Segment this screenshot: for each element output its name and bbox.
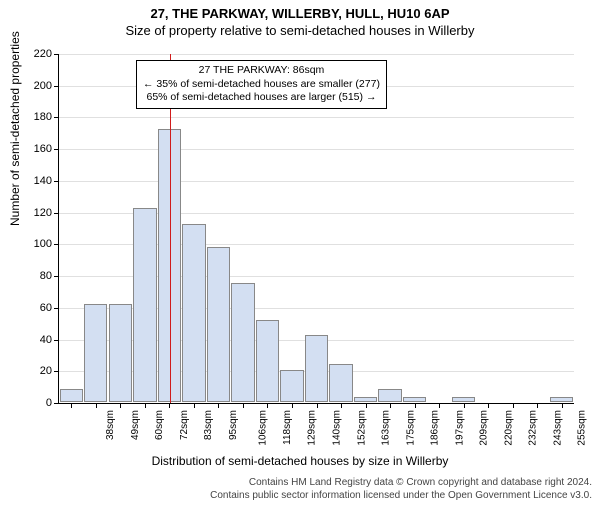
- xtick-mark: [218, 403, 219, 408]
- xtick-mark: [513, 403, 514, 408]
- ytick-mark: [54, 244, 59, 245]
- histogram-bar: [280, 370, 303, 402]
- annotation-line1: 27 THE PARKWAY: 86sqm: [143, 64, 380, 78]
- chart-title-sub: Size of property relative to semi-detach…: [0, 23, 600, 38]
- ytick-mark: [54, 54, 59, 55]
- ytick-mark: [54, 340, 59, 341]
- xtick-mark: [120, 403, 121, 408]
- xtick-mark: [537, 403, 538, 408]
- xtick-mark: [341, 403, 342, 408]
- ytick-mark: [54, 181, 59, 182]
- gridline: [59, 181, 574, 182]
- gridline: [59, 117, 574, 118]
- xtick-label: 72sqm: [179, 410, 190, 440]
- ytick-mark: [54, 117, 59, 118]
- histogram-bar: [354, 397, 377, 402]
- ytick-label: 100: [20, 238, 52, 250]
- annotation-line3: 65% of semi-detached houses are larger (…: [143, 91, 380, 105]
- x-axis-label: Distribution of semi-detached houses by …: [0, 454, 600, 468]
- y-axis-label: Number of semi-detached properties: [8, 31, 22, 226]
- footer-attribution: Contains HM Land Registry data © Crown c…: [210, 477, 592, 502]
- ytick-label: 80: [20, 270, 52, 282]
- xtick-mark: [169, 403, 170, 408]
- histogram-bar: [182, 224, 205, 402]
- xtick-mark: [366, 403, 367, 408]
- gridline: [59, 149, 574, 150]
- histogram-bar: [305, 335, 328, 402]
- xtick-mark: [145, 403, 146, 408]
- ytick-label: 40: [20, 334, 52, 346]
- chart-area: 38sqm49sqm60sqm72sqm83sqm95sqm106sqm118s…: [58, 54, 574, 404]
- histogram-bar: [452, 397, 475, 402]
- ytick-mark: [54, 403, 59, 404]
- ytick-mark: [54, 371, 59, 372]
- xtick-label: 38sqm: [105, 410, 116, 440]
- xtick-label: 95sqm: [228, 410, 239, 440]
- ytick-mark: [54, 213, 59, 214]
- ytick-label: 200: [20, 80, 52, 92]
- xtick-label: 175sqm: [405, 410, 416, 446]
- xtick-mark: [267, 403, 268, 408]
- xtick-label: 140sqm: [332, 410, 343, 446]
- ytick-label: 20: [20, 365, 52, 377]
- xtick-mark: [243, 403, 244, 408]
- xtick-label: 220sqm: [503, 410, 514, 446]
- xtick-label: 106sqm: [258, 410, 269, 446]
- ytick-label: 140: [20, 175, 52, 187]
- chart-title-main: 27, THE PARKWAY, WILLERBY, HULL, HU10 6A…: [0, 6, 600, 21]
- gridline: [59, 54, 574, 55]
- ytick-mark: [54, 276, 59, 277]
- footer-line1: Contains HM Land Registry data © Crown c…: [210, 477, 592, 490]
- xtick-mark: [415, 403, 416, 408]
- xtick-label: 49sqm: [130, 410, 141, 440]
- xtick-label: 186sqm: [430, 410, 441, 446]
- histogram-bar: [60, 389, 83, 402]
- ytick-mark: [54, 149, 59, 150]
- xtick-mark: [390, 403, 391, 408]
- histogram-bar: [231, 283, 254, 402]
- histogram-bar: [403, 397, 426, 402]
- xtick-mark: [439, 403, 440, 408]
- xtick-mark: [292, 403, 293, 408]
- histogram-bar: [109, 304, 132, 402]
- ytick-label: 0: [20, 397, 52, 409]
- ytick-label: 220: [20, 48, 52, 60]
- ytick-mark: [54, 308, 59, 309]
- ytick-label: 160: [20, 143, 52, 155]
- xtick-mark: [562, 403, 563, 408]
- xtick-label: 129sqm: [307, 410, 318, 446]
- histogram-bar: [84, 304, 107, 402]
- histogram-bar: [133, 208, 156, 402]
- xtick-label: 209sqm: [479, 410, 490, 446]
- histogram-bar: [378, 389, 401, 402]
- xtick-label: 197sqm: [454, 410, 465, 446]
- footer-line2: Contains public sector information licen…: [210, 490, 592, 503]
- histogram-bar: [329, 364, 352, 402]
- xtick-mark: [194, 403, 195, 408]
- ytick-label: 120: [20, 207, 52, 219]
- xtick-label: 255sqm: [577, 410, 588, 446]
- xtick-mark: [96, 403, 97, 408]
- ytick-label: 60: [20, 302, 52, 314]
- histogram-bar: [550, 397, 573, 402]
- ytick-label: 180: [20, 111, 52, 123]
- histogram-bar: [207, 247, 230, 402]
- xtick-label: 83sqm: [203, 410, 214, 440]
- annotation-line2: ← 35% of semi-detached houses are smalle…: [143, 78, 380, 92]
- xtick-mark: [464, 403, 465, 408]
- xtick-label: 243sqm: [552, 410, 563, 446]
- xtick-label: 118sqm: [282, 410, 293, 445]
- xtick-mark: [317, 403, 318, 408]
- xtick-label: 60sqm: [154, 410, 165, 440]
- xtick-mark: [71, 403, 72, 408]
- xtick-mark: [488, 403, 489, 408]
- ytick-mark: [54, 86, 59, 87]
- xtick-label: 152sqm: [356, 410, 367, 446]
- xtick-label: 163sqm: [381, 410, 392, 446]
- xtick-label: 232sqm: [528, 410, 539, 446]
- annotation-box: 27 THE PARKWAY: 86sqm ← 35% of semi-deta…: [136, 60, 387, 109]
- histogram-bar: [256, 320, 279, 402]
